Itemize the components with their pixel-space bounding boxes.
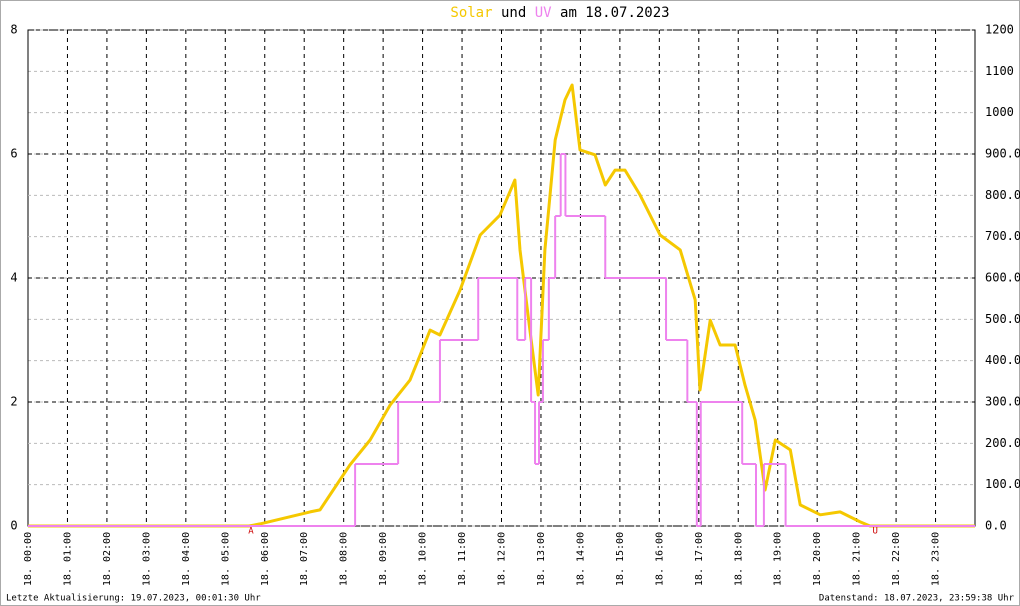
x-tick-label: 18. 00:00 [23, 532, 34, 586]
x-tick-label: 18. 21:00 [852, 532, 863, 586]
x-tick-label: 18. 20:00 [812, 532, 823, 586]
y2-tick-label: 600.0 [985, 271, 1020, 285]
y2-tick-label: 1100 [985, 64, 1014, 78]
title-suffix: am 18.07.2023 [560, 5, 670, 21]
y2-tick-label: 100.0 [985, 477, 1020, 491]
x-tick-label: 18. 10:00 [418, 532, 429, 586]
chart-title: Solar und UV am 18.07.2023 [450, 5, 669, 21]
x-tick-label: 18. 12:00 [497, 532, 508, 586]
y2-tick-label: 1200 [985, 23, 1014, 37]
x-tick-label: 18. 02:00 [102, 532, 113, 586]
y-tick-label: 6 [10, 147, 17, 161]
sun-marker: U [872, 527, 877, 537]
y2-tick-label: 1000 [985, 105, 1014, 119]
y2-tick-label: 900.0 [985, 147, 1020, 161]
x-tick-label: 18. 19:00 [773, 532, 784, 586]
x-tick-label: 18. 09:00 [378, 532, 389, 586]
x-tick-label: 18. 06:00 [260, 532, 271, 586]
y-tick-label: 2 [10, 395, 17, 409]
footer-right: Datenstand: 18.07.2023, 23:59:38 Uhr [819, 594, 1015, 604]
x-tick-label: 18. 11:00 [457, 532, 468, 586]
solar-line [28, 83, 975, 528]
x-tick-label: 18. 18:00 [733, 532, 744, 586]
y2-tick-label: 0.0 [985, 519, 1007, 533]
x-tick-label: 18. 16:00 [654, 532, 665, 586]
x-tick-label: 18. 23:00 [931, 532, 942, 586]
y2-tick-label: 300.0 [985, 395, 1020, 409]
y-tick-label: 8 [10, 23, 17, 37]
x-tick-label: 18. 22:00 [891, 532, 902, 586]
x-tick-label: 18. 07:00 [299, 532, 310, 586]
sun-marker: A [248, 527, 254, 537]
x-tick-label: 18. 15:00 [615, 532, 626, 586]
title-uv: UV [535, 5, 552, 21]
x-tick-label: 18. 08:00 [339, 532, 350, 586]
y-tick-label: 0 [10, 519, 17, 533]
y2-tick-label: 500.0 [985, 312, 1020, 326]
y2-tick-label: 400.0 [985, 353, 1020, 367]
y2-tick-label: 800.0 [985, 188, 1020, 202]
y2-tick-label: 700.0 [985, 229, 1020, 243]
x-tick-label: 18. 17:00 [694, 532, 705, 586]
title-solar: Solar [450, 5, 492, 21]
y-tick-label: 4 [10, 271, 17, 285]
title-connector: und [501, 5, 526, 21]
x-tick-label: 18. 04:00 [181, 532, 192, 586]
x-tick-label: 18. 14:00 [575, 532, 586, 586]
x-tick-label: 18. 13:00 [536, 532, 547, 586]
x-tick-label: 18. 03:00 [141, 532, 152, 586]
x-tick-label: 18. 01:00 [62, 532, 73, 586]
footer-left: Letzte Aktualisierung: 19.07.2023, 00:01… [6, 594, 261, 604]
x-tick-label: 18. 05:00 [220, 532, 231, 586]
y2-tick-label: 200.0 [985, 436, 1020, 450]
